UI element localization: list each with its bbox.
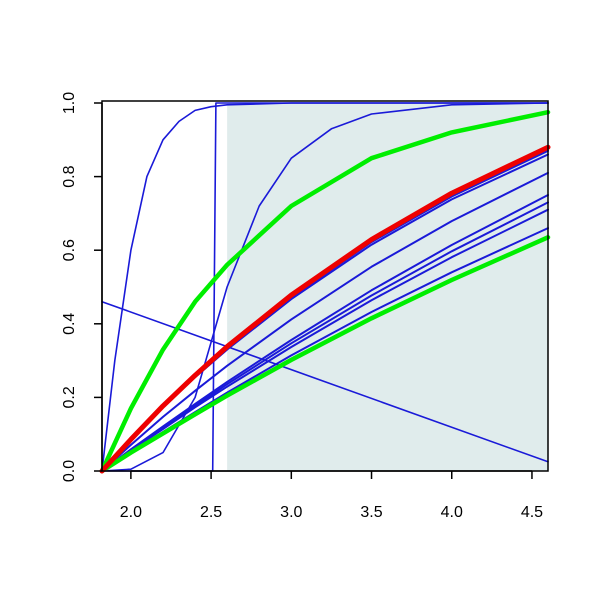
line-series bbox=[101, 102, 549, 472]
line-series bbox=[99, 144, 551, 474]
line-series bbox=[99, 109, 551, 474]
line-series bbox=[101, 171, 549, 472]
x-tick-label: 4.0 bbox=[441, 504, 463, 521]
y-tick-label: 0.4 bbox=[61, 313, 78, 335]
line-series bbox=[101, 208, 549, 472]
x-tick-label: 4.5 bbox=[521, 504, 543, 521]
y-tick-label: 0.8 bbox=[61, 165, 78, 187]
x-tick-label: 2.5 bbox=[200, 504, 222, 521]
line-series bbox=[101, 102, 549, 472]
x-tick-label: 3.5 bbox=[360, 504, 382, 521]
line-series bbox=[99, 235, 551, 474]
y-tick-label: 0.0 bbox=[61, 460, 78, 482]
y-tick-label: 0.6 bbox=[61, 239, 78, 261]
y-tick-label: 0.2 bbox=[61, 386, 78, 408]
y-tick-label: 1.0 bbox=[61, 92, 78, 114]
x-tick-label: 2.0 bbox=[120, 504, 142, 521]
x-tick-label: 3.0 bbox=[280, 504, 302, 521]
